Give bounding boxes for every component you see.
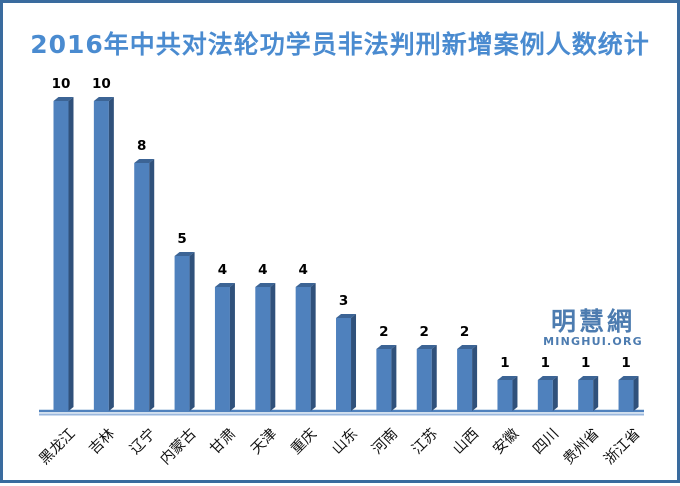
bar-front-face (214, 287, 230, 411)
bar (457, 345, 478, 411)
bar-value-label: 4 (258, 262, 268, 278)
bar-side-face (391, 345, 397, 411)
bar-top-face (174, 252, 195, 256)
bar (618, 376, 639, 411)
bar-value-label: 10 (51, 76, 71, 92)
bar-side-face (593, 376, 599, 411)
bar-side-face (310, 283, 316, 411)
bar-front-face (376, 349, 392, 411)
bar-side-face (472, 345, 478, 411)
bar-top-face (457, 345, 478, 349)
bar-top-face (497, 376, 518, 380)
bar (497, 376, 518, 411)
bar-side-face (552, 376, 558, 411)
bar-side-face (149, 159, 155, 411)
bar-top-face (255, 283, 276, 287)
bar-top-face (336, 314, 357, 318)
bar-top-face (537, 376, 558, 380)
bar-value-label: 2 (379, 324, 389, 340)
bar-value-label: 1 (580, 355, 591, 371)
minghui-logo: 明慧網 MINGHUI.ORG (541, 307, 645, 349)
bar-side-face (633, 376, 639, 411)
bar-side-face (431, 345, 437, 411)
bar (134, 159, 155, 411)
bar-front-face (497, 380, 513, 411)
bar-value-label: 3 (338, 293, 349, 309)
bar (255, 283, 276, 411)
bar-top-face (93, 97, 114, 101)
bar-front-face (578, 380, 594, 411)
bar (376, 345, 397, 411)
bar-value-label: 2 (459, 324, 470, 340)
bar (295, 283, 316, 411)
bar-top-face (53, 97, 74, 101)
bar-value-label: 8 (137, 138, 147, 154)
minghui-logo-latin: MINGHUI.ORG (543, 335, 643, 349)
bar-value-label: 4 (298, 262, 308, 278)
bar-front-face (295, 287, 311, 411)
bar-value-label: 1 (500, 355, 510, 371)
bar (336, 314, 357, 411)
bar-side-face (351, 314, 357, 411)
bar-front-face (53, 101, 69, 411)
bar-front-face (336, 318, 352, 411)
bar-front-face (618, 380, 634, 411)
bar-top-face (134, 159, 155, 163)
chart-title: 2016年中共对法轮功学员非法判刑新增案例人数统计 (30, 30, 650, 59)
bar (578, 376, 599, 411)
bar-front-face (93, 101, 109, 411)
bar-side-face (229, 283, 235, 411)
bar-top-face (214, 283, 235, 287)
bar-value-label: 1 (621, 355, 631, 371)
bar-value-label: 1 (540, 355, 551, 371)
bar (174, 252, 195, 411)
bar-top-face (578, 376, 599, 380)
bar-front-face (255, 287, 271, 411)
bar (214, 283, 235, 411)
bar-value-label: 10 (91, 76, 111, 92)
bar (93, 97, 114, 411)
bar-side-face (68, 97, 74, 411)
bar-side-face (189, 252, 195, 411)
bar (53, 97, 74, 411)
bar-front-face (457, 349, 473, 411)
bar-side-face (512, 376, 518, 411)
bar-value-label: 5 (177, 231, 187, 247)
bar (537, 376, 558, 411)
bar-front-face (174, 256, 190, 411)
bar-top-face (416, 345, 437, 349)
bar-side-face (270, 283, 276, 411)
bar-front-face (537, 380, 553, 411)
bar-front-face (416, 349, 432, 411)
minghui-logo-cjk: 明慧網 (550, 307, 635, 336)
bar-value-label: 4 (217, 262, 228, 278)
bar (416, 345, 437, 411)
bar-front-face (134, 163, 150, 411)
bar-value-label: 2 (419, 324, 429, 340)
bar-chart-plot (39, 97, 644, 416)
bar-top-face (295, 283, 316, 287)
bar-top-face (376, 345, 397, 349)
bar-top-face (618, 376, 639, 380)
bar-side-face (108, 97, 114, 411)
